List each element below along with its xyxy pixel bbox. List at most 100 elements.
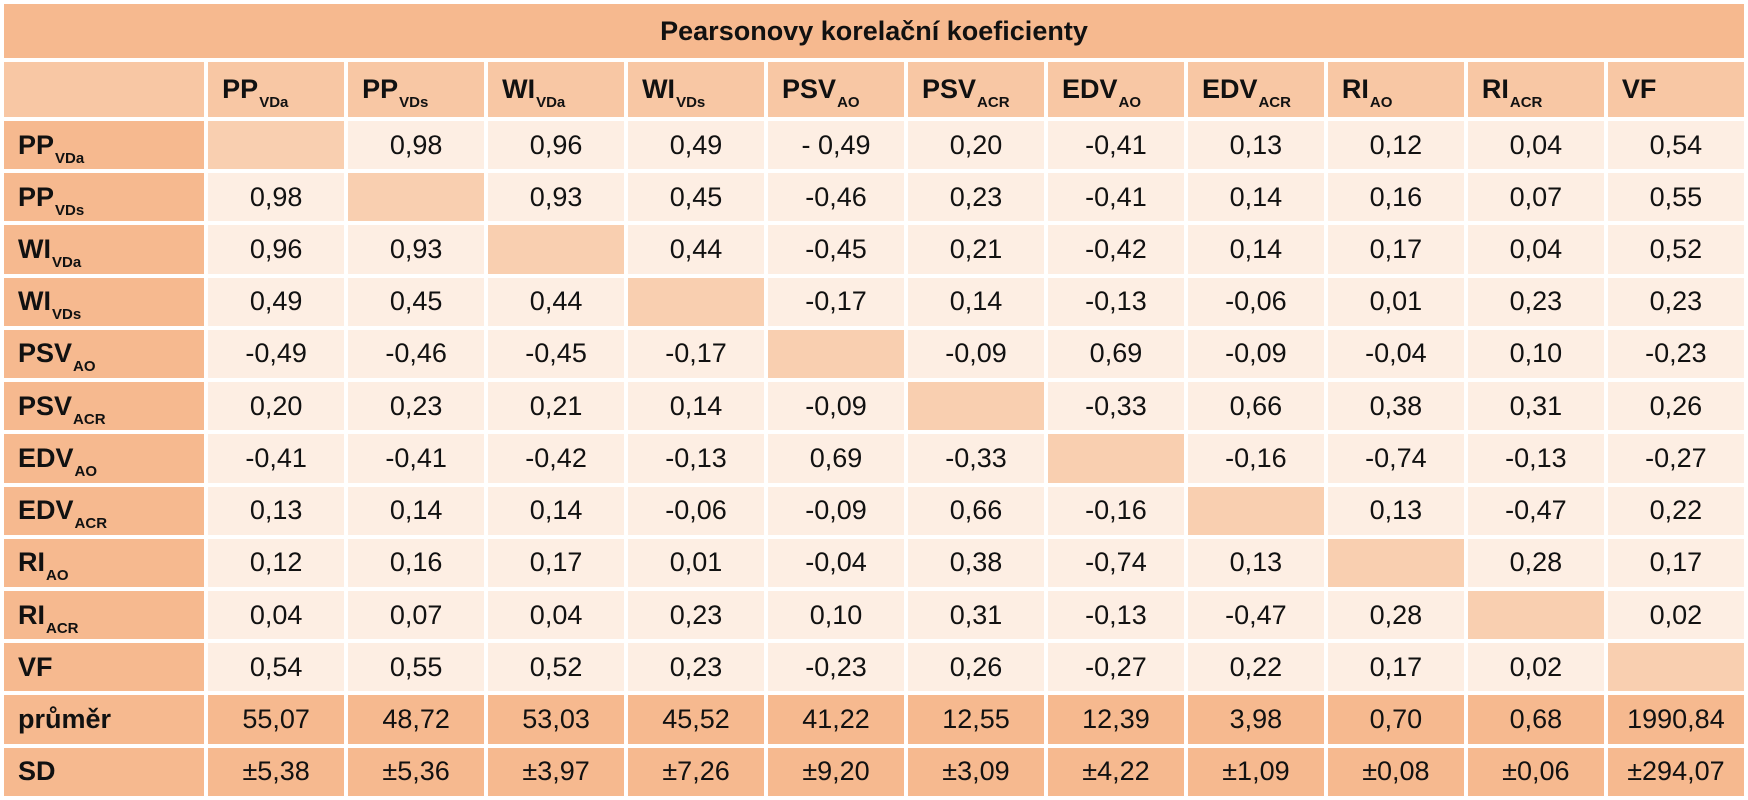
correlation-cell: -0,42 [1047,225,1184,274]
correlation-cell: 0,44 [488,277,625,326]
correlation-cell: -0,41 [348,434,485,483]
correlation-cell: 0,69 [1047,329,1184,379]
diagonal-cell [1047,434,1184,483]
row-header-subscript: ACR [73,410,106,428]
column-header-subscript: ACR [1509,94,1543,111]
correlation-cell: 0,13 [208,486,345,535]
summary-cell: ±5,38 [208,747,345,796]
summary-cell: ±9,20 [768,747,904,796]
row-header-subscript: VDs [55,201,85,219]
correlation-cell: 0,55 [348,643,485,692]
summary-label: SD [4,747,205,796]
correlation-cell: 0,20 [208,382,345,431]
correlation-cell: -0,09 [768,486,904,535]
row-header: PPVDs [4,173,205,222]
row-header-main: PP [18,181,55,212]
column-header-subscript: ACR [1258,94,1291,111]
row-header-main: PSV [18,338,73,369]
summary-cell: ±3,09 [908,747,1044,796]
correlation-cell: 0,10 [768,590,904,640]
summary-cell: 0,70 [1327,695,1464,744]
correlation-cell: 0,04 [208,590,345,640]
correlation-cell: 0,13 [1187,121,1324,170]
correlation-cell: -0,13 [1047,590,1184,640]
correlation-cell: -0,17 [628,329,765,379]
correlation-cell: 0,28 [1467,538,1604,587]
column-header-subscript: AO [1369,94,1393,111]
summary-cell: 0,68 [1467,695,1604,744]
correlation-cell: -0,49 [208,329,345,379]
diagonal-cell [208,121,345,170]
column-header-subscript: AO [1118,94,1142,111]
correlation-cell: 0,26 [1607,382,1744,431]
column-header-main: PSV [782,74,837,104]
correlation-cell: 0,17 [1607,538,1744,587]
summary-cell: ±5,36 [348,747,485,796]
summary-cell: ±294,07 [1607,747,1744,796]
correlation-cell: -0,09 [1187,329,1324,379]
column-header: PSVAO [768,62,904,117]
correlation-cell: -0,23 [768,643,904,692]
diagonal-cell [1467,590,1604,640]
correlation-cell: 0,23 [348,382,485,431]
summary-cell: 12,55 [908,695,1044,744]
diagonal-cell [1607,643,1744,692]
correlation-cell: 0,07 [1467,173,1604,222]
column-header-main: PP [222,74,259,104]
correlation-cell: -0,27 [1607,434,1744,483]
diagonal-cell [488,225,625,274]
correlation-cell: 0,31 [1467,382,1604,431]
diagonal-cell [348,173,485,222]
correlation-cell: 0,98 [348,121,485,170]
row-header-main: EDV [18,495,74,526]
correlation-cell: -0,27 [1047,643,1184,692]
column-header-main: PP [362,74,399,104]
correlation-cell: 0,12 [208,538,345,587]
correlation-cell: 0,22 [1607,486,1744,535]
table-row: RIAO 0,12 0,16 0,17 0,01 -0,04 0,38 -0,74 0,13 0,… [4,538,1744,587]
correlation-cell: -0,46 [768,173,904,222]
correlation-cell: 0,04 [1467,121,1604,170]
diagonal-cell [1187,486,1324,535]
correlation-cell: 0,66 [908,486,1044,535]
correlation-cell: 0,23 [628,643,765,692]
diagonal-cell [1327,538,1464,587]
correlation-cell: 0,04 [488,590,625,640]
row-header-main: PP [18,129,55,160]
correlation-cell: 0,45 [628,173,765,222]
table-row: PSVAO -0,49 -0,46 -0,45 -0,17 -0,09 0,69 -0,09-… [4,329,1744,379]
summary-cell: ±3,97 [488,747,625,796]
summary-cell: 41,22 [768,695,904,744]
correlation-cell: -0,47 [1467,486,1604,535]
correlation-cell: -0,13 [628,434,765,483]
column-header-subscript: VDa [536,94,566,111]
column-header-subscript: ACR [977,94,1010,111]
correlation-cell: 0,96 [488,121,625,170]
correlation-cell: 0,31 [908,590,1044,640]
row-header: RIACR [4,590,205,640]
table-row: EDVACR 0,13 0,14 0,14 -0,06 -0,09 0,66 -0,16 0,1… [4,486,1744,535]
corner-cell [4,62,205,117]
column-header: VF [1607,62,1744,117]
row-header-main: WI [18,234,51,265]
correlation-cell: -0,09 [908,329,1044,379]
correlation-cell: 0,17 [488,538,625,587]
summary-label: průměr [4,695,205,744]
correlation-cell: -0,16 [1187,434,1324,483]
column-header: EDVACR [1187,62,1324,117]
table-row: WIVDs 0,49 0,45 0,44 -0,17 0,14 -0,13 -0,06 0,01… [4,277,1744,326]
correlation-cell: 0,93 [488,173,625,222]
table-row: EDVAO -0,41 -0,41 -0,42 -0,13 0,69 -0,33 -0,16-… [4,434,1744,483]
summary-cell: 3,98 [1187,695,1324,744]
column-header-subscript: VDs [676,94,706,111]
column-header-main: VF [1621,74,1657,104]
row-header-subscript: AO [46,567,69,585]
correlation-cell: 0,28 [1327,590,1464,640]
correlation-cell: 0,16 [348,538,485,587]
diagonal-cell [628,277,765,326]
summary-cell: ±4,22 [1047,747,1184,796]
row-header-main: RI [18,599,45,630]
row-header-subscript: VDa [52,254,82,272]
summary-cell: 1990,84 [1607,695,1744,744]
correlation-cell: 0,07 [348,590,485,640]
